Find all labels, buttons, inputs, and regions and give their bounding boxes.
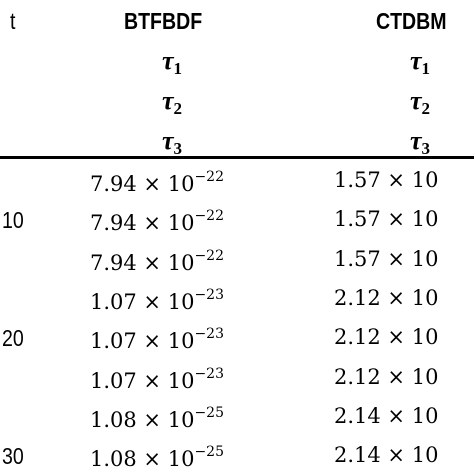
t-label: 20 xyxy=(2,325,24,352)
value: 1.57 × 10 xyxy=(334,207,439,232)
value: 1.07 × 10−23 xyxy=(90,367,224,392)
column-header: BTFBDF xyxy=(124,8,203,34)
mantissa: 1.07 × 10 xyxy=(90,289,195,314)
tau-index: 3 xyxy=(173,139,183,158)
tau-index: 2 xyxy=(421,99,431,118)
value: 1.07 × 10−23 xyxy=(90,327,224,352)
value: 7.94 × 10−22 xyxy=(90,170,224,195)
exponent: −23 xyxy=(194,365,224,382)
t-label: 30 xyxy=(2,443,24,470)
exponent: −22 xyxy=(194,169,224,185)
tau-index: 2 xyxy=(173,99,183,118)
subheader: τ1 xyxy=(162,46,183,78)
exponent: −22 xyxy=(194,247,224,264)
value: 2.12 × 10 xyxy=(334,325,439,350)
column-header: t xyxy=(10,8,16,34)
mantissa: 1.07 × 10 xyxy=(90,368,195,393)
value: 7.94 × 10−22 xyxy=(90,209,224,234)
tau-symbol: τ xyxy=(162,46,174,75)
tau-symbol: τ xyxy=(410,46,422,75)
exponent: −23 xyxy=(194,326,224,343)
tau-index: 1 xyxy=(173,59,183,78)
value: 2.12 × 10 xyxy=(334,285,439,310)
column-header: CTDBM xyxy=(376,8,447,34)
tau-symbol: τ xyxy=(410,126,422,155)
value: 1.57 × 10 xyxy=(334,246,439,271)
mantissa: 1.07 × 10 xyxy=(90,329,195,354)
subheader: τ2 xyxy=(162,86,183,118)
value: 2.14 × 10 xyxy=(334,403,439,428)
mantissa: 7.94 × 10 xyxy=(90,172,195,196)
value: 1.08 × 10−25 xyxy=(90,406,224,431)
t-label: 10 xyxy=(2,207,24,234)
subheader: τ2 xyxy=(410,86,431,118)
exponent: −22 xyxy=(194,208,224,225)
value: 1.57 × 10 xyxy=(334,168,439,192)
subheader: τ1 xyxy=(410,46,431,78)
exponent: −23 xyxy=(194,286,224,303)
mantissa: 1.08 × 10 xyxy=(90,447,195,472)
tau-symbol: τ xyxy=(162,86,174,115)
tau-index: 3 xyxy=(421,139,431,158)
value: 2.12 × 10 xyxy=(334,364,439,389)
value: 1.07 × 10−23 xyxy=(90,288,224,313)
mantissa: 7.94 × 10 xyxy=(90,211,195,236)
tau-symbol: τ xyxy=(162,126,174,155)
tau-index: 1 xyxy=(421,59,431,78)
header-rule xyxy=(0,156,474,159)
mantissa: 1.08 × 10 xyxy=(90,407,195,432)
value: 7.94 × 10−22 xyxy=(90,249,224,274)
value: 1.08 × 10−25 xyxy=(90,445,224,470)
mantissa: 7.94 × 10 xyxy=(90,250,195,275)
exponent: −25 xyxy=(194,444,224,461)
exponent: −25 xyxy=(194,404,224,421)
tau-symbol: τ xyxy=(410,86,422,115)
subheader: τ3 xyxy=(162,126,183,158)
value: 2.14 × 10 xyxy=(334,443,439,468)
subheader: τ3 xyxy=(410,126,431,158)
